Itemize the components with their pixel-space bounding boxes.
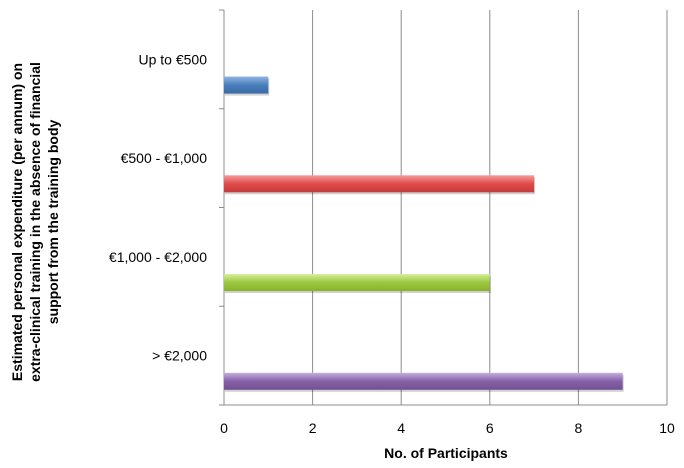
x-tick-label-0: 0 (220, 420, 228, 436)
category-label-0: Up to €500 (139, 51, 208, 67)
bar-3 (224, 372, 623, 390)
y-axis-title-line-1: extra-clinical training in the absence o… (27, 62, 43, 382)
x-axis-title: No. of Participants (384, 445, 508, 461)
bar-2 (224, 274, 490, 292)
x-tick-label-2: 4 (397, 420, 405, 436)
bars (224, 76, 624, 392)
x-tick-label-4: 8 (575, 420, 583, 436)
category-label-1: €500 - €1,000 (121, 150, 208, 166)
y-axis-title-line-0: Estimated personal expenditure (per annu… (9, 63, 25, 381)
y-axis-title-line-2: support from the training body (45, 120, 61, 325)
x-tick-labels: 0 2 4 6 8 10 (220, 420, 675, 436)
bar-0 (224, 76, 269, 94)
axes (219, 9, 667, 406)
gridlines (312, 10, 668, 405)
category-label-3: > €2,000 (152, 348, 207, 364)
x-tick-label-5: 10 (659, 420, 675, 436)
category-label-2: €1,000 - €2,000 (109, 249, 207, 265)
bar-1 (224, 175, 535, 193)
x-tick-label-1: 2 (309, 420, 317, 436)
y-axis-title: Estimated personal expenditure (per annu… (9, 62, 61, 382)
category-labels: Up to €500 €500 - €1,000 €1,000 - €2,000 > … (109, 51, 207, 363)
x-tick-label-3: 6 (486, 420, 494, 436)
